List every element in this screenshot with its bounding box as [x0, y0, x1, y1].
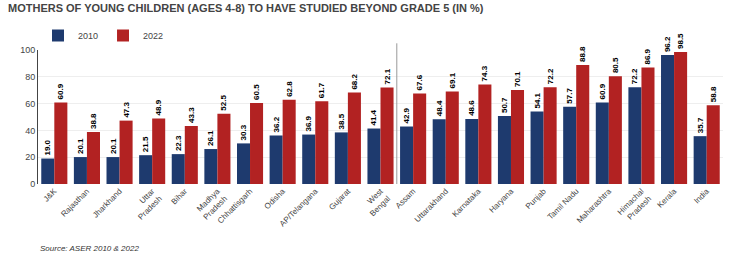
svg-text:50.7: 50.7: [500, 97, 509, 113]
svg-text:Assam: Assam: [394, 187, 418, 211]
svg-text:36.9: 36.9: [304, 115, 313, 131]
svg-text:Uttarakhand: Uttarakhand: [413, 187, 450, 224]
svg-text:80.5: 80.5: [611, 57, 620, 73]
svg-text:Punjab: Punjab: [524, 186, 548, 210]
svg-text:MOTHERS OF YOUNG CHILDREN (AGE: MOTHERS OF YOUNG CHILDREN (AGES 4-8) TO …: [8, 2, 484, 14]
svg-text:70.1: 70.1: [513, 71, 522, 87]
svg-text:60: 60: [25, 99, 35, 109]
svg-text:62.8: 62.8: [285, 81, 294, 97]
svg-text:J&K: J&K: [42, 186, 59, 203]
svg-text:72.2: 72.2: [630, 68, 639, 84]
svg-text:88.8: 88.8: [578, 46, 587, 62]
svg-text:0: 0: [30, 179, 35, 189]
svg-text:Odisha: Odisha: [263, 186, 288, 211]
svg-text:47.3: 47.3: [122, 101, 131, 117]
svg-text:Bihar: Bihar: [169, 187, 189, 207]
svg-text:20.1: 20.1: [109, 138, 118, 154]
svg-text:Jharkhand: Jharkhand: [91, 187, 124, 220]
svg-text:Tamil Nadu: Tamil Nadu: [546, 187, 581, 222]
svg-text:58.8: 58.8: [709, 86, 718, 102]
svg-text:41.4: 41.4: [369, 109, 378, 125]
svg-text:43.3: 43.3: [187, 107, 196, 123]
svg-text:Source: ASER 2010 & 2022: Source: ASER 2010 & 2022: [40, 244, 139, 253]
svg-text:96.2: 96.2: [663, 36, 672, 52]
svg-text:HimachalPradesh: HimachalPradesh: [616, 187, 653, 224]
svg-text:52.5: 52.5: [219, 95, 228, 111]
svg-text:Gujarat: Gujarat: [327, 186, 352, 211]
svg-text:48.6: 48.6: [467, 100, 476, 116]
svg-text:Rajasthan: Rajasthan: [59, 187, 91, 219]
svg-text:MadhyaPradesh: MadhyaPradesh: [194, 186, 229, 221]
svg-text:67.6: 67.6: [415, 74, 424, 90]
svg-text:2022: 2022: [143, 31, 163, 41]
svg-text:98.5: 98.5: [676, 33, 685, 49]
svg-text:40: 40: [25, 126, 35, 136]
svg-text:WestBengal: WestBengal: [361, 186, 393, 218]
svg-text:72.2: 72.2: [546, 68, 555, 84]
svg-text:India: India: [692, 186, 711, 205]
svg-text:57.7: 57.7: [565, 88, 574, 104]
svg-text:48.4: 48.4: [435, 100, 444, 116]
svg-text:Karnataka: Karnataka: [450, 186, 483, 219]
svg-text:72.1: 72.1: [383, 68, 392, 84]
svg-text:2010: 2010: [78, 31, 98, 41]
svg-text:Chhattisgarh: Chhattisgarh: [216, 187, 254, 225]
svg-text:20: 20: [25, 152, 35, 162]
svg-text:21.5: 21.5: [141, 136, 150, 152]
svg-text:20.1: 20.1: [76, 138, 85, 154]
svg-text:80: 80: [25, 72, 35, 82]
svg-text:19.0: 19.0: [43, 139, 52, 155]
svg-text:100: 100: [20, 45, 35, 55]
svg-text:30.3: 30.3: [239, 124, 248, 140]
svg-text:54.1: 54.1: [533, 92, 542, 108]
svg-text:22.3: 22.3: [174, 135, 183, 151]
svg-text:38.8: 38.8: [89, 113, 98, 129]
svg-text:42.9: 42.9: [402, 107, 411, 123]
svg-text:Haryana: Haryana: [487, 186, 515, 214]
svg-text:61.7: 61.7: [317, 82, 326, 98]
svg-text:35.7: 35.7: [696, 117, 705, 133]
svg-text:UttarPradesh: UttarPradesh: [129, 187, 164, 222]
svg-text:60.9: 60.9: [598, 83, 607, 99]
svg-text:48.9: 48.9: [154, 99, 163, 115]
svg-text:38.5: 38.5: [337, 113, 346, 129]
svg-text:68.2: 68.2: [350, 73, 359, 89]
svg-text:60.5: 60.5: [252, 84, 261, 100]
svg-text:Maharashtra: Maharashtra: [575, 186, 614, 225]
svg-text:86.9: 86.9: [643, 48, 652, 64]
svg-text:36.2: 36.2: [272, 116, 281, 132]
svg-text:69.1: 69.1: [448, 72, 457, 88]
svg-text:60.9: 60.9: [56, 83, 65, 99]
svg-text:AP/Telangana: AP/Telangana: [278, 186, 320, 228]
svg-text:Kerala: Kerala: [656, 186, 679, 209]
svg-text:26.1: 26.1: [206, 130, 215, 146]
svg-text:74.3: 74.3: [480, 65, 489, 81]
